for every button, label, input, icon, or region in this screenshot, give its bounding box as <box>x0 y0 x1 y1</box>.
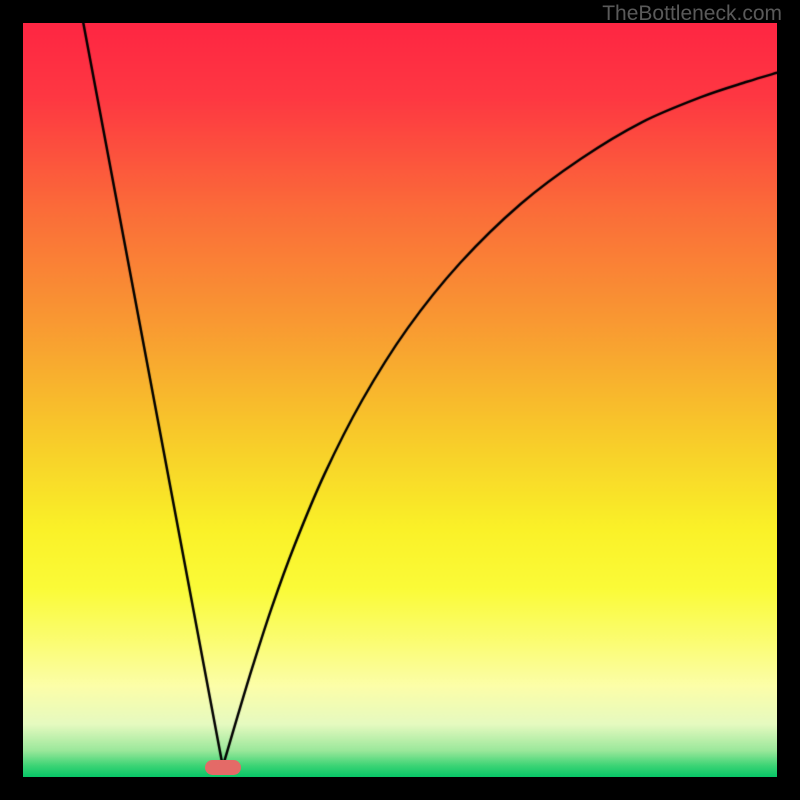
bottleneck-curve-plot <box>23 23 777 777</box>
chart-stage: TheBottleneck.com <box>0 0 800 800</box>
minimum-marker <box>205 760 241 775</box>
watermark-link[interactable]: TheBottleneck.com <box>602 2 782 26</box>
plot-frame <box>23 23 777 777</box>
